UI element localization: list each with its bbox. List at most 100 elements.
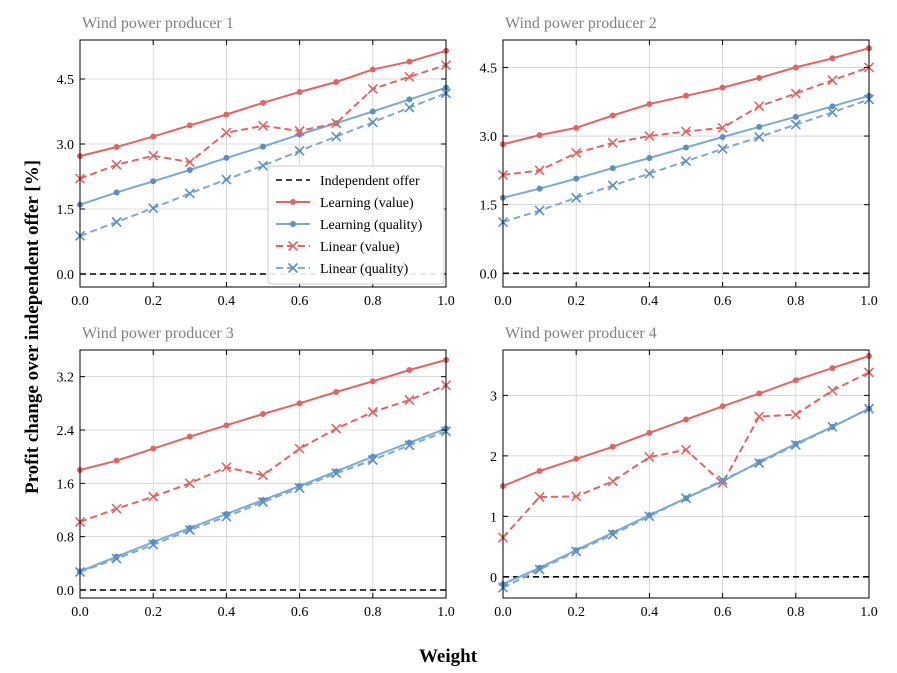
data-point xyxy=(534,491,545,503)
data-point xyxy=(534,165,545,176)
data-point xyxy=(719,133,726,140)
data-point xyxy=(257,160,269,171)
data-point xyxy=(609,112,616,119)
x-tick-label: 0.8 xyxy=(787,605,805,620)
data-point xyxy=(827,75,838,86)
x-marker-stroke xyxy=(148,203,159,214)
x-marker-stroke xyxy=(148,491,159,502)
x-marker-stroke xyxy=(754,131,765,143)
data-point xyxy=(333,79,340,86)
data-point xyxy=(260,411,266,417)
y-tick-label: 4.5 xyxy=(57,73,75,88)
x-marker-stroke xyxy=(790,439,801,451)
legend-label: Independent offer xyxy=(320,174,420,189)
x-marker-stroke xyxy=(571,491,582,502)
data-point xyxy=(573,124,580,131)
data-point xyxy=(571,491,582,502)
x-tick-label: 0.2 xyxy=(567,294,585,309)
series-learning-value xyxy=(77,357,449,473)
data-point xyxy=(331,118,342,129)
legend-label: Linear (quality) xyxy=(320,262,409,277)
series-linear-value xyxy=(74,60,452,184)
x-tick-label: 0.4 xyxy=(218,294,236,309)
data-point xyxy=(607,529,618,540)
data-point xyxy=(756,74,763,81)
x-tick-label: 0.0 xyxy=(494,605,512,620)
data-point xyxy=(683,92,689,99)
data-point xyxy=(790,439,801,451)
data-point xyxy=(536,467,543,474)
data-point xyxy=(221,174,232,185)
panel-title: Wind power producer 3 xyxy=(82,325,234,342)
data-point xyxy=(148,203,159,214)
data-point xyxy=(223,111,230,118)
y-tick-label: 1.6 xyxy=(57,477,75,492)
x-marker-stroke xyxy=(827,385,838,396)
data-point xyxy=(257,120,269,131)
data-point xyxy=(184,478,195,489)
data-point xyxy=(829,55,836,62)
data-point xyxy=(717,143,728,154)
panel-2: Wind power producer 2 0.0 0.2 0.4 0.6 0.8 1.0 0… xyxy=(480,15,878,309)
data-point xyxy=(646,512,653,519)
data-point xyxy=(221,511,232,522)
series-linear-value xyxy=(74,380,452,528)
y-tick-label: 0.0 xyxy=(480,267,498,282)
y-tick-label: 3.0 xyxy=(480,130,498,145)
data-point xyxy=(644,511,655,522)
data-point xyxy=(790,119,801,130)
y-tick-label: 0.0 xyxy=(57,268,75,283)
legend-label: Learning (quality) xyxy=(320,218,423,233)
x-marker-stroke xyxy=(534,165,545,176)
legend-item-linear-value: Linear (value) xyxy=(276,240,400,255)
data-point xyxy=(221,127,232,138)
legend-item-learning-quality: Learning (quality) xyxy=(276,218,423,233)
x-marker-stroke xyxy=(827,107,838,118)
x-tick-label: 0.6 xyxy=(714,294,732,309)
series-learning-quality xyxy=(500,92,872,201)
data-point xyxy=(331,131,342,142)
data-point xyxy=(406,367,413,373)
data-point xyxy=(683,144,689,151)
x-marker-stroke xyxy=(680,493,692,504)
data-point xyxy=(367,454,378,466)
x-marker-stroke xyxy=(571,147,582,159)
data-point xyxy=(609,443,616,450)
data-point xyxy=(754,131,765,143)
x-marker-stroke xyxy=(644,511,655,522)
data-point xyxy=(186,433,193,440)
x-tick-label: 1.0 xyxy=(437,294,455,309)
data-point xyxy=(331,423,342,434)
data-point xyxy=(257,470,269,481)
x-marker-stroke xyxy=(367,454,378,466)
data-point xyxy=(369,66,376,73)
data-point xyxy=(331,468,342,479)
y-tick-label: 1.5 xyxy=(480,199,498,214)
y-axis-label: Profit change over independent offer [%] xyxy=(22,160,43,494)
data-point xyxy=(573,175,580,182)
data-point xyxy=(148,491,159,502)
x-marker-stroke xyxy=(534,205,545,216)
data-point xyxy=(683,416,689,423)
x-marker-stroke xyxy=(221,462,232,473)
data-point xyxy=(369,378,376,385)
data-point xyxy=(644,451,655,463)
legend-label: Linear (value) xyxy=(320,240,400,255)
series-linear-value xyxy=(497,62,875,181)
data-point xyxy=(294,145,305,156)
data-point xyxy=(150,178,157,185)
x-tick-label: 0.2 xyxy=(144,605,162,620)
data-point xyxy=(607,476,618,487)
data-point xyxy=(148,539,159,550)
x-tick-label: 0.4 xyxy=(641,294,659,309)
data-point xyxy=(186,122,193,129)
x-marker-stroke xyxy=(294,443,305,454)
data-point xyxy=(607,180,618,191)
data-point xyxy=(333,389,340,395)
data-point xyxy=(113,144,120,151)
data-point xyxy=(792,64,799,71)
x-marker-stroke xyxy=(571,546,582,557)
data-point xyxy=(184,524,195,536)
x-marker-stroke xyxy=(294,145,305,156)
x-tick-label: 0.6 xyxy=(291,605,309,620)
